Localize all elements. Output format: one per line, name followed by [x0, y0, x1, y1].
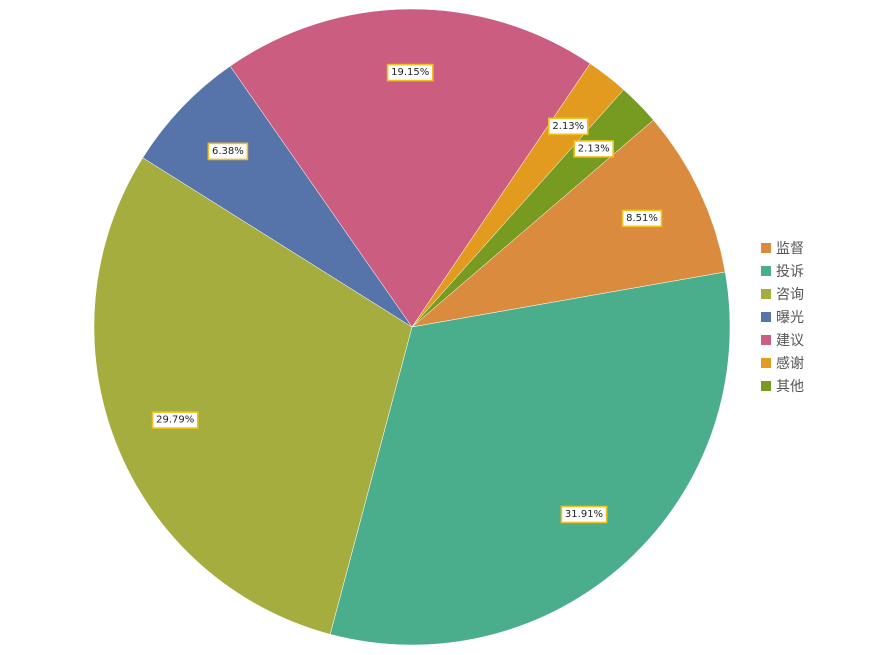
data-label-text: 31.91% [565, 509, 603, 520]
pie-slice-4 [229, 8, 591, 328]
pie-slice-1 [329, 271, 731, 646]
data-label-text: 8.51% [626, 213, 658, 224]
data-label-0: 8.51% [621, 209, 663, 228]
pie-slice-0 [411, 119, 726, 328]
legend-swatch [761, 357, 771, 368]
data-label-box [573, 140, 615, 158]
data-label-4: 19.15% [386, 63, 434, 82]
legend-label: 曝光 [776, 309, 804, 326]
legend-swatch [761, 380, 771, 391]
legend-swatch [761, 334, 771, 345]
legend-label: 投诉 [776, 263, 804, 280]
data-label-5: 2.13% [547, 117, 589, 136]
data-label-3: 6.38% [207, 142, 249, 161]
legend-item-6: 其他 [761, 374, 804, 397]
data-label-box [207, 142, 249, 161]
legend-label: 感谢 [776, 355, 804, 372]
legend-item-4: 建议 [761, 328, 804, 351]
data-label-box [151, 411, 199, 429]
legend-swatch [761, 311, 771, 322]
legend-label: 监督 [776, 240, 804, 257]
pie-slice-3 [142, 65, 413, 328]
data-label-text: 2.13% [552, 121, 584, 132]
legend-item-2: 咨询 [761, 282, 804, 305]
data-label-text: 6.38% [212, 146, 244, 157]
data-label-box [547, 117, 589, 136]
legend-label: 建议 [776, 332, 804, 349]
legend-label: 咨询 [776, 286, 804, 303]
data-label-text: 19.15% [391, 67, 429, 78]
legend-item-5: 感谢 [761, 351, 804, 374]
pie-slices [93, 8, 731, 646]
legend-item-3: 曝光 [761, 305, 804, 328]
data-label-6: 2.13% [573, 140, 615, 158]
legend-label: 其他 [776, 378, 804, 395]
pie-data-labels: 8.51% 31.91% 29.79% 6.38% 19.15% 2.13% 2.13% [151, 63, 663, 524]
legend-swatch [761, 242, 771, 253]
data-label-2: 29.79% [151, 411, 199, 429]
data-label-1: 31.91% [560, 505, 608, 524]
legend-swatch [761, 265, 771, 276]
data-label-box [560, 505, 608, 524]
data-label-text: 2.13% [578, 143, 610, 154]
data-label-box [386, 63, 434, 82]
data-label-text: 29.79% [156, 415, 194, 426]
data-label-box [621, 209, 663, 228]
pie-slice-2 [93, 157, 413, 635]
legend-item-0: 监督 [761, 236, 804, 259]
legend-swatch [761, 288, 771, 299]
legend-item-1: 投诉 [761, 259, 804, 282]
chart-legend: 监督投诉咨询曝光建议感谢其他 [761, 236, 804, 397]
